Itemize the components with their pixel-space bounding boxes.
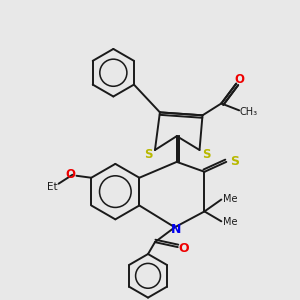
Text: N: N <box>171 223 181 236</box>
Text: Et: Et <box>47 182 58 192</box>
Text: S: S <box>230 155 239 168</box>
Text: Me: Me <box>223 217 238 227</box>
Text: S: S <box>144 148 152 161</box>
Text: O: O <box>178 242 189 255</box>
Text: S: S <box>202 148 211 161</box>
Text: CH₃: CH₃ <box>239 107 257 117</box>
Text: O: O <box>234 73 244 86</box>
Text: Me: Me <box>223 194 238 203</box>
Text: O: O <box>65 168 76 181</box>
